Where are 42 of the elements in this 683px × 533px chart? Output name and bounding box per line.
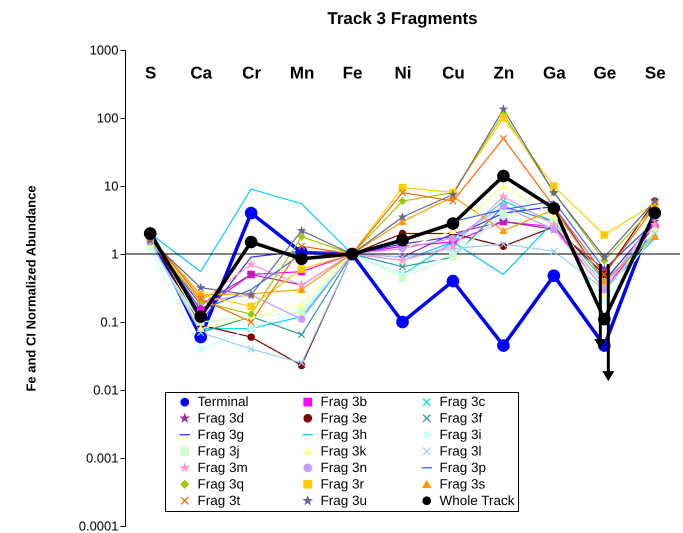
x-tick-label: Cu bbox=[442, 64, 465, 82]
x-tick-label: Se bbox=[644, 64, 666, 82]
legend-label: Frag 3p bbox=[440, 460, 486, 475]
legend-label: Frag 3u bbox=[320, 492, 368, 508]
legend-label: Whole Track bbox=[440, 492, 515, 508]
legend-label: Frag 3g bbox=[198, 426, 244, 442]
x-tick-label: Ge bbox=[593, 64, 616, 82]
y-tick-label: 100 bbox=[96, 110, 118, 126]
legend-label: Frag 3c bbox=[440, 394, 486, 410]
legend-label: Frag 3m bbox=[198, 460, 248, 475]
y-tick-label: 0.001 bbox=[86, 450, 118, 466]
y-tick-label: 1 bbox=[111, 246, 118, 262]
x-tick-label: Fe bbox=[342, 64, 362, 82]
legend-label: Frag 3n bbox=[320, 460, 368, 475]
legend-label: Frag 3d bbox=[198, 410, 244, 426]
x-tick-label: Ga bbox=[543, 64, 566, 82]
legend-label: Frag 3f bbox=[440, 410, 483, 426]
y-axis-title: Fe and CI Normalized Abundance bbox=[24, 185, 39, 392]
x-tick-label: S bbox=[145, 64, 156, 82]
x-tick-label: Zn bbox=[494, 64, 514, 82]
x-tick-label: Ca bbox=[190, 64, 213, 82]
y-tick-label: 0.0001 bbox=[78, 518, 118, 533]
legend-label: Frag 3s bbox=[440, 476, 486, 492]
legend-label: Terminal bbox=[198, 394, 249, 410]
legend-label: Frag 3i bbox=[440, 426, 482, 442]
legend-label: Frag 3q bbox=[198, 476, 244, 492]
y-tick-label: 0.1 bbox=[100, 314, 118, 330]
y-tick-label: 10 bbox=[104, 178, 118, 194]
legend-label: Frag 3j bbox=[198, 443, 240, 458]
x-tick-label: Cr bbox=[242, 64, 262, 82]
x-tick-label: Ni bbox=[394, 64, 412, 82]
legend-label: Frag 3l bbox=[440, 443, 482, 458]
legend-label: Frag 3b bbox=[320, 394, 368, 410]
chart-title: Track 3 Fragments bbox=[327, 9, 478, 28]
legend-label: Frag 3e bbox=[320, 410, 368, 426]
y-tick-label: 0.01 bbox=[93, 382, 118, 398]
legend-label: Frag 3h bbox=[320, 426, 368, 442]
legend-label: Frag 3r bbox=[320, 476, 365, 492]
y-tick-label: 1000 bbox=[90, 42, 118, 58]
legend-label: Frag 3t bbox=[198, 492, 241, 508]
legend-label: Frag 3k bbox=[320, 443, 367, 458]
x-tick-label: Mn bbox=[290, 64, 314, 82]
